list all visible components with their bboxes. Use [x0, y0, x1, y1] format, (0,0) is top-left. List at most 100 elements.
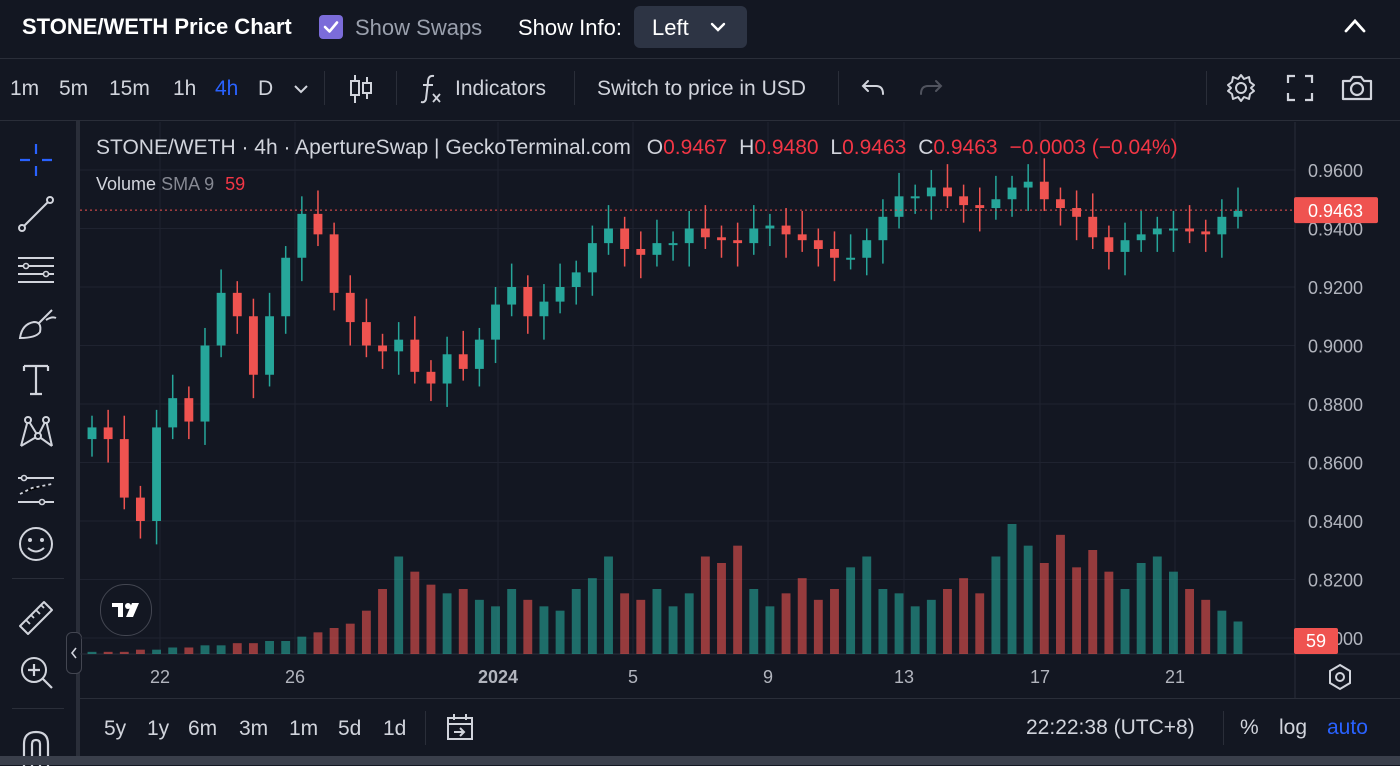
volume-bar	[394, 556, 404, 654]
timeframe-d[interactable]: D	[258, 77, 274, 100]
forecast-icon[interactable]	[16, 470, 56, 510]
candle-body	[862, 240, 872, 258]
volume-bar	[426, 584, 436, 654]
auto-toggle[interactable]: auto	[1327, 716, 1368, 739]
check-icon	[323, 21, 339, 33]
timeframe-15m[interactable]: 15m	[109, 77, 150, 100]
volume-bar	[329, 628, 339, 654]
calendar-goto-icon[interactable]	[444, 711, 476, 743]
candle-body	[813, 240, 823, 249]
range-5y[interactable]: 5y	[104, 717, 127, 740]
volume-bar	[265, 641, 274, 654]
range-1d[interactable]: 1d	[383, 717, 407, 740]
candle-body	[717, 237, 726, 241]
divider	[838, 71, 839, 105]
timeframe-4h[interactable]: 4h	[215, 77, 239, 100]
candle-body	[1007, 187, 1017, 200]
crosshair-icon[interactable]	[16, 140, 56, 180]
show-swaps-label[interactable]: Show Swaps	[355, 15, 483, 40]
brush-icon[interactable]	[16, 306, 58, 346]
high-label: H	[739, 136, 755, 159]
volume-bar	[926, 599, 936, 654]
volume-bar	[523, 599, 533, 654]
gear-icon[interactable]	[1225, 72, 1257, 104]
volume-bar	[1120, 589, 1130, 654]
candle-body	[410, 339, 420, 372]
candle-body	[1056, 199, 1065, 209]
redo-icon[interactable]	[918, 77, 944, 99]
candle-body	[846, 257, 856, 260]
time-tick-label: 13	[894, 667, 914, 687]
show-info-select[interactable]: Left	[634, 6, 747, 48]
switch-usd-button[interactable]: Switch to price in USD	[597, 77, 806, 100]
range-1y[interactable]: 1y	[147, 717, 170, 740]
percent-toggle[interactable]: %	[1240, 716, 1259, 739]
range-1m[interactable]: 1m	[289, 717, 319, 740]
volume-bar	[652, 589, 662, 654]
candle-body	[555, 287, 565, 302]
candle-body	[313, 213, 323, 235]
range-6m[interactable]: 6m	[188, 717, 218, 740]
candle-body	[1217, 216, 1227, 235]
candle-body	[894, 196, 904, 217]
zoom-in-icon[interactable]	[16, 652, 56, 692]
timeframe-5m[interactable]: 5m	[59, 77, 89, 100]
price-chart[interactable]: 0.9600 0.9400 0.9200 0.9000 0.8800 0.8600 0.84…	[80, 122, 1400, 698]
timezone-clock[interactable]: 22:22:38 (UTC+8)	[1026, 716, 1195, 739]
pattern-icon[interactable]	[16, 414, 56, 454]
candle-body	[1233, 210, 1243, 217]
chevron-down-icon[interactable]	[292, 83, 310, 95]
volume-bar	[1088, 550, 1098, 654]
volume-bar	[830, 589, 839, 654]
candle-body	[975, 205, 985, 209]
volume-bar	[894, 593, 904, 654]
fullscreen-icon[interactable]	[1286, 74, 1314, 102]
toolbar-collapse-handle[interactable]	[66, 632, 82, 674]
candle-body	[378, 345, 387, 352]
candles-icon[interactable]	[348, 73, 374, 105]
chevron-left-icon	[70, 647, 77, 659]
candle-body	[1088, 216, 1098, 238]
chevron-up-icon[interactable]	[1343, 15, 1367, 37]
last-volume-label: 59	[1306, 631, 1326, 651]
volume-bar	[1185, 589, 1195, 654]
volume-bar	[200, 645, 210, 654]
fib-lines-icon[interactable]	[16, 250, 56, 290]
magnet-icon[interactable]	[16, 726, 56, 766]
volume-bar	[878, 589, 888, 654]
camera-icon[interactable]	[1340, 74, 1374, 102]
timeframe-1m[interactable]: 1m	[10, 77, 40, 100]
range-3m[interactable]: 3m	[239, 717, 269, 740]
volume-bar	[1152, 556, 1162, 654]
function-icon[interactable]	[418, 73, 444, 105]
volume-bar	[184, 647, 194, 654]
show-swaps-checkbox[interactable]	[319, 15, 343, 39]
volume-bar	[345, 623, 355, 654]
candle-body	[168, 398, 178, 428]
low-value: 0.9463	[842, 136, 907, 159]
volume-bar	[361, 610, 371, 654]
candle-body	[910, 196, 920, 199]
candle-body	[797, 234, 807, 241]
log-toggle[interactable]: log	[1279, 716, 1308, 739]
range-5d[interactable]: 5d	[338, 717, 362, 740]
price-tick-label: 0.9000	[1308, 337, 1363, 357]
volume-bar	[813, 599, 823, 654]
volume-label: Volume	[96, 174, 157, 194]
divider	[324, 71, 325, 105]
open-label: O	[646, 136, 664, 159]
timeframe-1h[interactable]: 1h	[173, 77, 197, 100]
trend-line-icon[interactable]	[16, 194, 56, 234]
sma-label: SMA 9	[161, 174, 215, 194]
text-icon[interactable]	[16, 360, 56, 400]
candle-body	[765, 225, 775, 229]
last-price-tag	[1294, 197, 1378, 224]
ruler-icon[interactable]	[16, 596, 56, 636]
undo-icon[interactable]	[860, 77, 886, 99]
axis-settings-icon[interactable]	[1329, 663, 1351, 691]
tradingview-logo[interactable]	[100, 584, 152, 636]
emoji-icon[interactable]	[16, 524, 56, 564]
candle-body	[878, 216, 888, 241]
indicators-button[interactable]: Indicators	[455, 77, 547, 100]
candle-body	[959, 196, 969, 206]
